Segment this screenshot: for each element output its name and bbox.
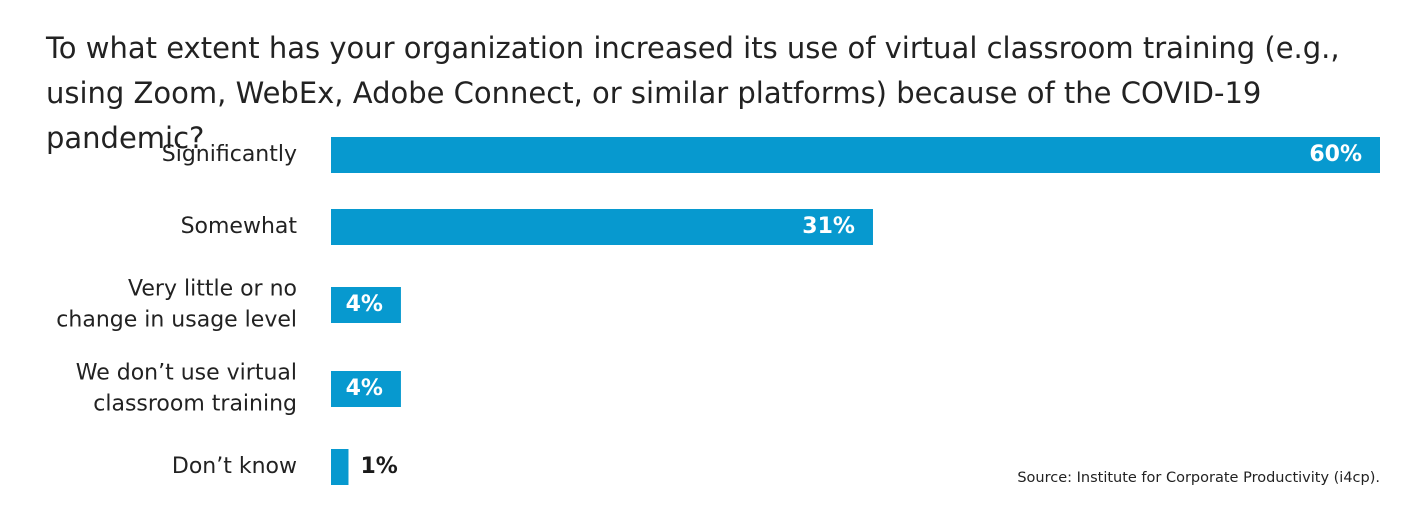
chart-title: To what extent has your organization inc… [46, 31, 1340, 155]
value-label-0: 60% [1309, 142, 1362, 167]
value-label-3: 4% [346, 376, 383, 401]
value-label-2: 4% [346, 292, 383, 317]
category-label-3: We don’t use virtual classroom training [76, 361, 297, 417]
value-label-1: 31% [802, 214, 855, 239]
category-label-4: Don’t know [172, 454, 297, 479]
bar-2 [331, 287, 401, 323]
category-label-0: Significantly [162, 142, 297, 167]
bar-0 [331, 137, 1380, 173]
source-note: Source: Institute for Corporate Producti… [1017, 470, 1380, 486]
bar-4 [331, 449, 349, 485]
category-label-2: Very little or no change in usage level [56, 277, 297, 333]
bar-1 [331, 209, 873, 245]
category-label-1: Somewhat [181, 214, 298, 239]
value-label-4: 1% [360, 454, 397, 479]
bar-3 [331, 371, 401, 407]
